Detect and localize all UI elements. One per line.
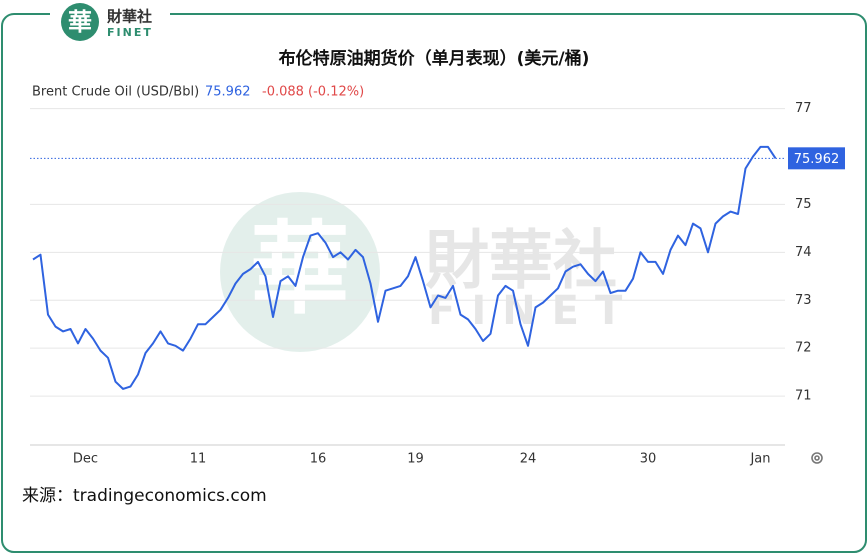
logo-sub: FINET — [107, 26, 153, 39]
gear-outer[interactable] — [811, 452, 823, 464]
logo-circle — [61, 3, 99, 41]
x-tick-label: 11 — [190, 452, 207, 467]
y-tick-label: 72 — [795, 341, 812, 356]
logo-name: 財華社 — [106, 8, 152, 26]
change-label: -0.088 (-0.12%) — [262, 85, 364, 100]
gear-inner[interactable] — [814, 455, 820, 461]
last-value-tag-bg — [788, 147, 845, 170]
frame — [1, 13, 867, 553]
y-tick-label: 73 — [795, 293, 812, 308]
watermark: 華 財華社 FINET — [220, 192, 622, 352]
x-tick-label: 16 — [310, 452, 327, 467]
x-tick-label: 24 — [520, 452, 537, 467]
logo-mark: 華 — [68, 8, 92, 36]
last-price: 75.962 — [205, 85, 251, 100]
x-tick-label: 19 — [407, 452, 424, 467]
price-line — [32, 145, 777, 390]
x-tick-label: Jan — [749, 452, 770, 467]
series-name: Brent Crude Oil (USD/Bbl) — [32, 85, 199, 100]
y-tick-label: 74 — [795, 245, 812, 260]
y-tick-label: 71 — [795, 389, 812, 404]
watermark-name: 財華社 — [425, 225, 617, 299]
settings-icon[interactable] — [811, 452, 823, 464]
x-tick-label: Dec — [73, 452, 98, 467]
last-value-tag: 75.962 — [794, 152, 840, 167]
x-tick-label: 30 — [640, 452, 657, 467]
chart-title: 布伦特原油期货价（单月表现）(美元/桶) — [279, 48, 590, 69]
source: 来源：tradingeconomics.com — [22, 486, 267, 506]
y-tick-label: 75 — [795, 197, 812, 212]
y-tick-label: 77 — [795, 101, 812, 116]
